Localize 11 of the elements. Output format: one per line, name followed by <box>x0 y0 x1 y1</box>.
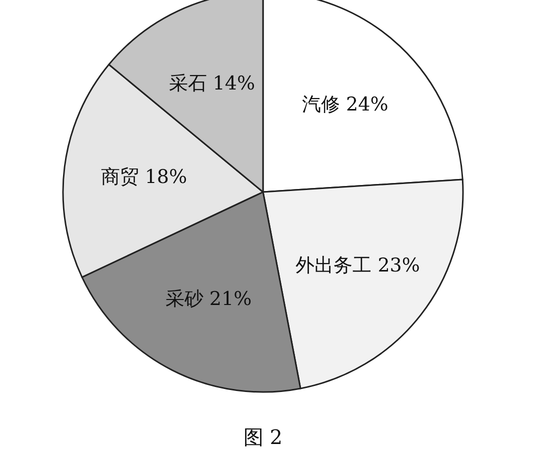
slice-label: 采砂 <box>165 288 204 310</box>
data-label: 24% <box>346 94 388 116</box>
data-label: 14% <box>212 72 256 94</box>
text: 图 2 <box>243 425 283 449</box>
data-label: 18% <box>144 166 188 188</box>
slice-label: 外出务工 <box>296 254 372 277</box>
slice-label: 汽修 <box>302 94 340 116</box>
slice-label: 采石 <box>168 72 207 94</box>
slice-label: 商贸 <box>100 166 139 188</box>
data-label: 23% <box>378 254 420 277</box>
data-label: 21% <box>209 288 252 310</box>
